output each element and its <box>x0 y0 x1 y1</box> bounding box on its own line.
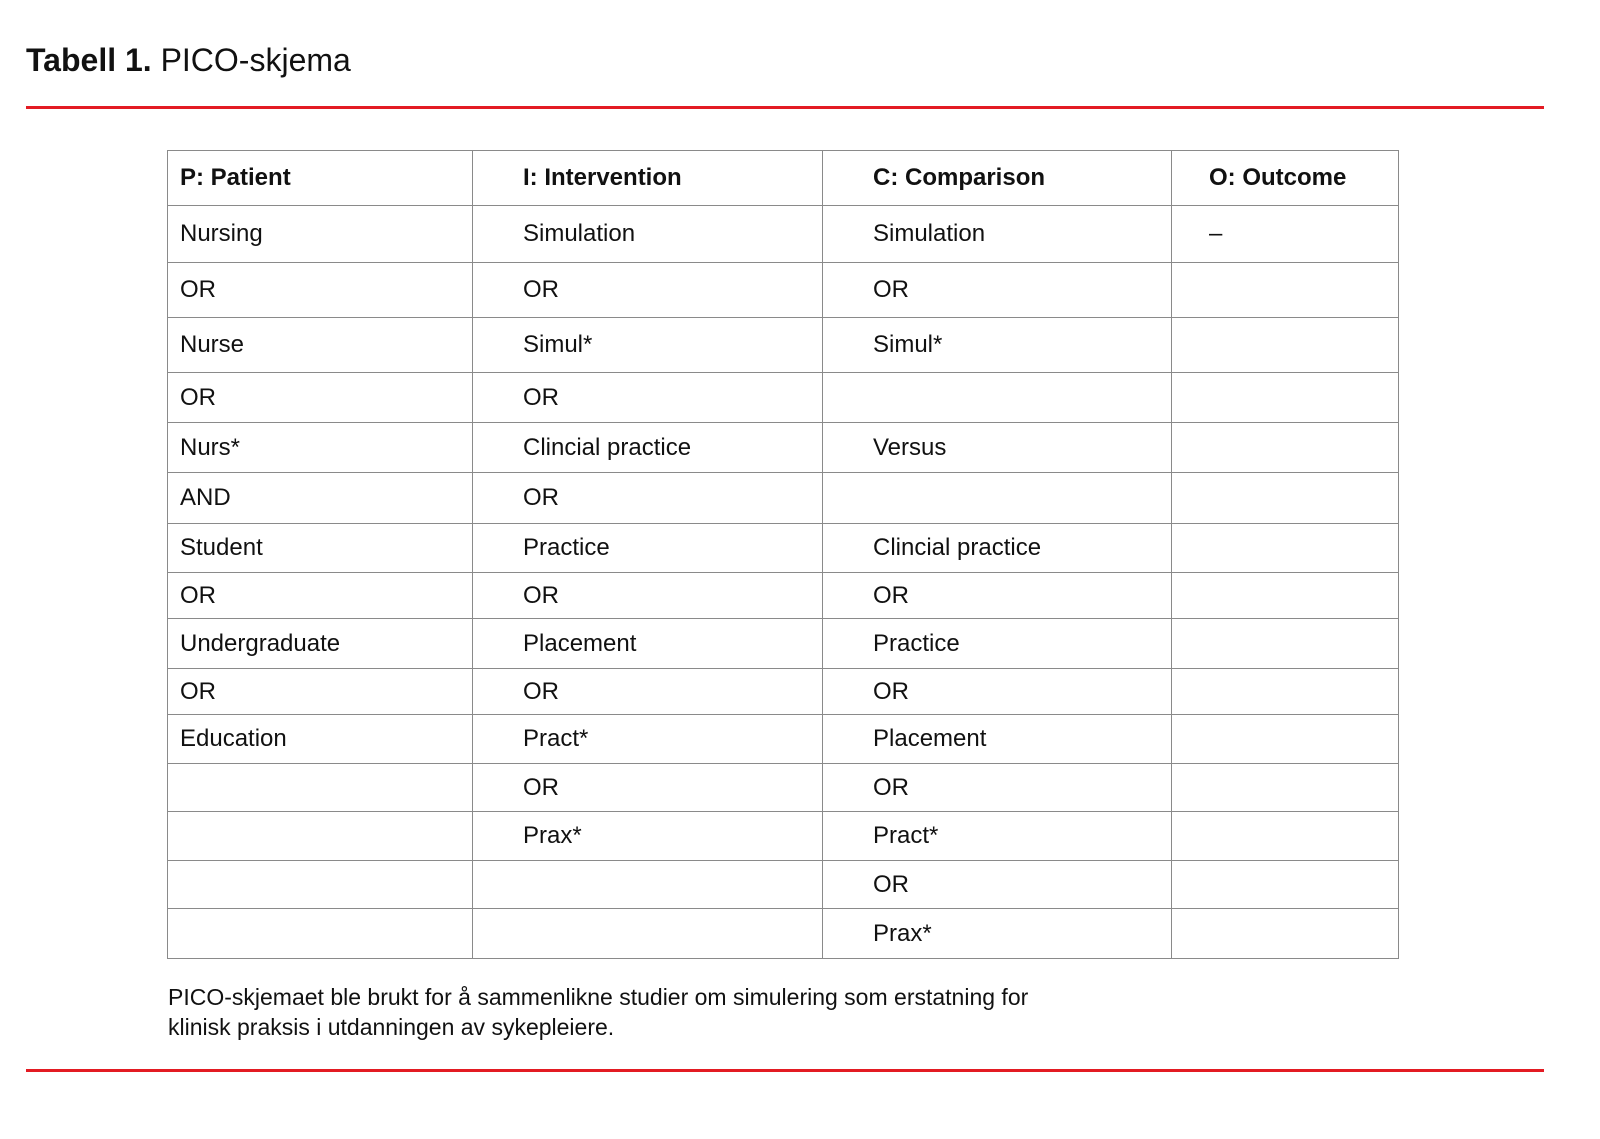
column-header: O: Outcome <box>1171 150 1399 206</box>
table-cell: Practice <box>472 523 823 573</box>
table-cell <box>1171 714 1399 764</box>
table-cell: OR <box>472 763 823 812</box>
table-cell: OR <box>167 668 473 715</box>
table-row: Undergraduate Placement Practice <box>167 618 1399 669</box>
table-cell: Nurs* <box>167 422 473 473</box>
column-header: C: Comparison <box>822 150 1172 206</box>
table-cell <box>472 860 823 909</box>
table-cell: OR <box>472 372 823 423</box>
table-cell <box>1171 572 1399 619</box>
table-cell: OR <box>822 572 1172 619</box>
table-cell: OR <box>167 372 473 423</box>
table-cell: Student <box>167 523 473 573</box>
table-cell <box>1171 262 1399 318</box>
table-cell: Placement <box>472 618 823 669</box>
table-row: OR OR OR <box>167 262 1399 318</box>
table-cell: Pract* <box>822 811 1172 861</box>
table-label: Tabell 1. <box>26 42 152 78</box>
column-header: P: Patient <box>167 150 473 206</box>
table-cell <box>472 908 823 959</box>
table-row: OR OR OR <box>167 668 1399 715</box>
table-caption: PICO-skjemaet ble brukt for å sammenlikn… <box>168 984 1029 1040</box>
table-cell: Simulation <box>822 205 1172 263</box>
table-cell: – <box>1171 205 1399 263</box>
table-row: Nurse Simul* Simul* <box>167 317 1399 373</box>
table-cell: Practice <box>822 618 1172 669</box>
table-cell <box>167 908 473 959</box>
table-cell: OR <box>822 763 1172 812</box>
table-cell <box>1171 763 1399 812</box>
table-cell: OR <box>167 262 473 318</box>
table-cell: OR <box>472 668 823 715</box>
table-cell <box>822 472 1172 524</box>
table-row: OR OR <box>167 372 1399 423</box>
table-row: Education Pract* Placement <box>167 714 1399 764</box>
table-row: Student Practice Clincial practice <box>167 523 1399 573</box>
table-row: Prax* <box>167 908 1399 959</box>
table-cell: Nurse <box>167 317 473 373</box>
table-title-text: PICO-skjema <box>160 42 351 78</box>
top-divider <box>26 106 1544 109</box>
table-cell: OR <box>822 668 1172 715</box>
table-row: Prax* Pract* <box>167 811 1399 861</box>
table-cell: Versus <box>822 422 1172 473</box>
table-cell: OR <box>822 860 1172 909</box>
table-cell: OR <box>167 572 473 619</box>
table-cell: Simul* <box>472 317 823 373</box>
table-cell <box>1171 472 1399 524</box>
table-cell: Clincial practice <box>472 422 823 473</box>
table-cell: Clincial practice <box>822 523 1172 573</box>
table-cell: OR <box>822 262 1172 318</box>
table-cell <box>1171 422 1399 473</box>
table-cell: OR <box>472 472 823 524</box>
table-cell: Simulation <box>472 205 823 263</box>
table-cell <box>1171 860 1399 909</box>
column-header: I: Intervention <box>472 150 823 206</box>
table-row: OR OR OR <box>167 572 1399 619</box>
table-cell: Prax* <box>472 811 823 861</box>
table-title: Tabell 1. PICO-skjema <box>26 42 351 79</box>
table-cell: OR <box>472 572 823 619</box>
table-cell: OR <box>472 262 823 318</box>
table-row: OR OR <box>167 763 1399 812</box>
header-row: P: Patient I: Intervention C: Comparison O:… <box>167 150 1399 206</box>
table-cell <box>1171 908 1399 959</box>
table-cell <box>167 860 473 909</box>
table-cell: AND <box>167 472 473 524</box>
bottom-divider <box>26 1069 1544 1072</box>
table-cell: Pract* <box>472 714 823 764</box>
table-cell <box>1171 668 1399 715</box>
table-cell <box>1171 523 1399 573</box>
pico-table: P: Patient I: Intervention C: Comparison O:… <box>167 150 1399 959</box>
table-cell <box>167 811 473 861</box>
table-cell <box>822 372 1172 423</box>
table-cell <box>167 763 473 812</box>
table-cell: Prax* <box>822 908 1172 959</box>
table-cell: Placement <box>822 714 1172 764</box>
table-row: Nurs* Clincial practice Versus <box>167 422 1399 473</box>
table-row: OR <box>167 860 1399 909</box>
table-cell <box>1171 618 1399 669</box>
table-cell: Nursing <box>167 205 473 263</box>
table-row: Nursing Simulation Simulation – <box>167 205 1399 263</box>
table-cell <box>1171 811 1399 861</box>
table-cell <box>1171 317 1399 373</box>
table-cell: Simul* <box>822 317 1172 373</box>
table-row: AND OR <box>167 472 1399 524</box>
table-cell: Education <box>167 714 473 764</box>
table-cell <box>1171 372 1399 423</box>
table-cell: Undergraduate <box>167 618 473 669</box>
